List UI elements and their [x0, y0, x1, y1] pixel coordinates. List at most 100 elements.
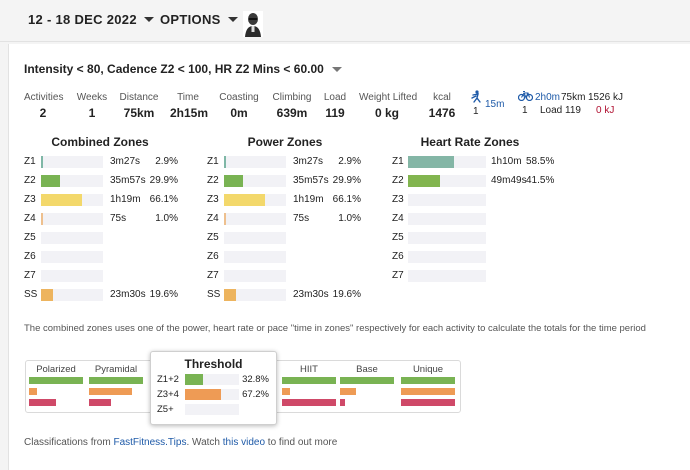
classification-bar	[282, 399, 336, 406]
zone-row: Z1 3m27s 2.9%	[24, 154, 194, 170]
zone-row: Z3 1h19m 66.1%	[24, 192, 194, 208]
classification-name: HIIT	[300, 364, 318, 375]
zone-label: Z1	[24, 156, 36, 167]
filter-dropdown[interactable]: Intensity < 80, Cadence Z2 < 100, HR Z2 …	[24, 62, 342, 76]
zone-bar-fill	[41, 194, 82, 206]
chevron-down-icon	[143, 17, 154, 22]
zone-bar-track	[41, 175, 103, 187]
zone-bar-track	[224, 175, 286, 187]
threshold-bar-track	[185, 374, 239, 385]
zone-label: Z3	[207, 194, 219, 205]
threshold-bar-track	[185, 389, 239, 400]
zone-row: Z7	[24, 268, 194, 284]
zone-label: Z1	[207, 156, 219, 167]
zone-bar-track	[41, 232, 103, 244]
zone-time: 75s	[110, 213, 127, 224]
footer-suffix: to find out more	[265, 437, 338, 448]
video-link[interactable]: this video	[222, 437, 266, 448]
zone-percent: 58.5%	[526, 156, 555, 167]
zone-time: 75s	[293, 213, 310, 224]
stat-kcal: kcal 1476	[428, 92, 456, 120]
user-avatar-icon[interactable]	[243, 11, 263, 37]
stat-label: Activities	[24, 92, 64, 103]
chevron-down-icon	[331, 66, 342, 72]
zone-label: Z1	[392, 156, 404, 167]
classification-column[interactable]: HIIT	[282, 364, 336, 375]
zone-bar-track	[41, 213, 103, 225]
zone-label: Z7	[392, 270, 404, 281]
zone-row: Z2 49m49s 41.5%	[392, 173, 562, 189]
zone-bar-track	[41, 194, 103, 206]
zone-time: 35m57s	[293, 175, 329, 186]
zone-label: Z5	[24, 232, 36, 243]
stat-weight-lifted: Weight Lifted 0 kg	[359, 92, 417, 120]
zone-bar-track	[41, 289, 103, 301]
zone-percent: 1.0%	[338, 213, 361, 224]
classification-bar	[29, 377, 83, 384]
stat-value: 639m	[276, 106, 308, 120]
zone-row: Z1 1h10m 58.5%	[392, 154, 562, 170]
zone-bar-fill	[41, 289, 54, 301]
zone-percent: 19.6%	[149, 289, 178, 300]
stat-distance: Distance 75km	[119, 92, 159, 120]
classification-column[interactable]: Unique	[401, 364, 455, 375]
zone-bar-track	[224, 232, 286, 244]
cycling-icon	[518, 90, 533, 101]
classification-name: Unique	[412, 364, 444, 375]
zone-bar-fill	[224, 194, 265, 206]
fastfitness-link[interactable]: FastFitness.Tips	[113, 437, 187, 448]
zone-bar-track	[408, 213, 486, 225]
classification-bar	[401, 388, 455, 395]
stat-climbing: Climbing 639m	[272, 92, 312, 120]
stat-value: 119	[325, 106, 345, 120]
zone-label: Z3	[24, 194, 36, 205]
zone-bar-track	[408, 194, 486, 206]
zone-row: Z5	[207, 230, 377, 246]
zone-bar-fill	[224, 175, 243, 187]
classification-column[interactable]: Base	[340, 364, 394, 375]
zone-label: Z6	[24, 251, 36, 262]
zone-bar-track	[224, 289, 286, 301]
threshold-title: Threshold	[184, 357, 243, 371]
classification-column[interactable]: Pyramidal	[89, 364, 143, 375]
stat-label: kcal	[433, 92, 451, 103]
zone-time: 1h19m	[110, 194, 141, 205]
options-dropdown[interactable]: OPTIONS	[160, 12, 238, 27]
stat-value: 0 kg	[374, 106, 399, 120]
zone-label: Z6	[207, 251, 219, 262]
zone-percent: 2.9%	[338, 156, 361, 167]
zone-bar-fill	[41, 156, 43, 168]
threshold-row: Z3+4 67.2%	[157, 389, 275, 401]
zone-row: Z6	[207, 249, 377, 265]
classification-name: Polarized	[36, 364, 76, 375]
zone-row: Z6	[392, 249, 562, 265]
threshold-card[interactable]: Threshold Z1+2 32.8% Z3+4 67.2% Z5+	[150, 351, 277, 425]
zone-percent: 19.6%	[332, 289, 361, 300]
ride-energy-secondary: 0 kJ	[596, 105, 615, 116]
stat-weeks: Weeks 1	[76, 92, 108, 120]
zone-bar-track	[408, 251, 486, 263]
stat-value: 1	[88, 106, 96, 120]
options-label: OPTIONS	[160, 12, 221, 27]
zone-bar-track	[224, 270, 286, 282]
zone-row: SS 23m30s 19.6%	[24, 287, 194, 303]
classification-column[interactable]: Polarized	[29, 364, 83, 375]
date-range-dropdown[interactable]: 12 - 18 DEC 2022	[28, 12, 154, 27]
threshold-row-label: Z1+2	[157, 374, 179, 385]
zone-bar-track	[408, 232, 486, 244]
classification-bar	[340, 388, 357, 395]
zone-bar-track	[408, 156, 486, 168]
classification-bar	[401, 377, 455, 384]
zone-row: Z7	[207, 268, 377, 284]
threshold-row: Z1+2 32.8%	[157, 374, 275, 386]
zone-bar-fill	[224, 156, 226, 168]
zone-percent: 29.9%	[332, 175, 361, 186]
top-bar: 12 - 18 DEC 2022 OPTIONS	[0, 0, 690, 42]
ride-load: Load 119	[540, 105, 581, 116]
classification-bar	[89, 399, 111, 406]
zone-label: Z7	[207, 270, 219, 281]
classification-name: Pyramidal	[94, 364, 138, 375]
zone-label: Z4	[392, 213, 404, 224]
zone-row: Z2 35m57s 29.9%	[207, 173, 377, 189]
zone-bar-fill	[408, 156, 454, 168]
